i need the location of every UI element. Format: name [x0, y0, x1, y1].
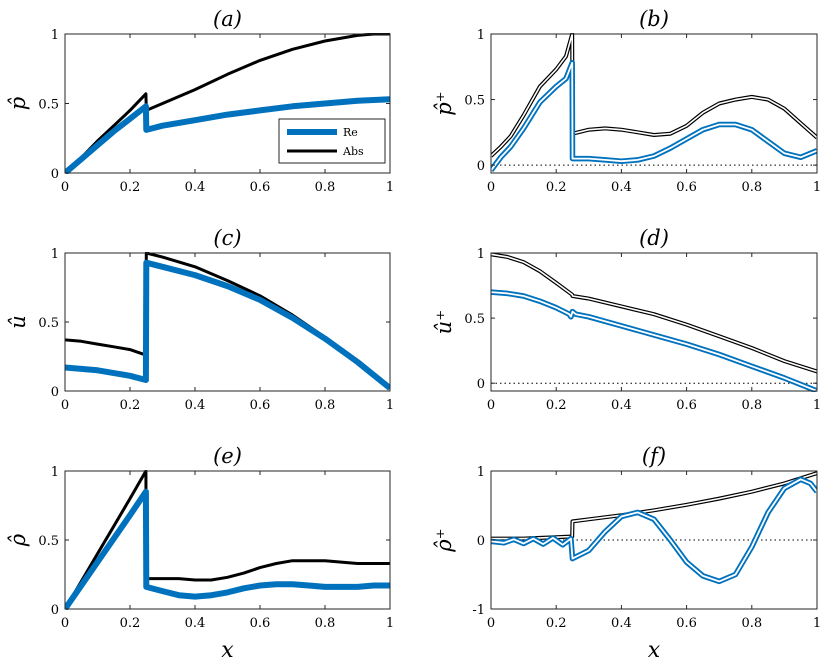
x-tick-label: 0.6	[250, 180, 271, 195]
x-axis-label: x	[221, 638, 234, 663]
x-tick-label: 0.4	[611, 398, 632, 413]
panel-title: (b)	[639, 7, 669, 31]
x-tick-label: 0.4	[185, 180, 206, 195]
x-tick-label: 0.4	[611, 616, 632, 631]
series-abs-line	[65, 33, 390, 174]
y-tick-label: 0.5	[464, 312, 485, 327]
panel-e: 0 0.2 0.4 0.6 0.8 1 0 0.5 1 (e) ρ̂ x	[6, 444, 394, 663]
x-tick-label: 0	[487, 180, 495, 195]
y-tick-label: 1	[51, 28, 59, 43]
x-tick-label: 1	[386, 616, 394, 631]
panel-b: 0 0.2 0.4 0.6 0.8 1 0 0.5 1 (b) p̂⁺	[432, 7, 821, 195]
series-group	[491, 33, 817, 173]
y-tick-label: 0	[51, 603, 59, 618]
y-axis-label: p̂	[6, 97, 30, 110]
x-tick-label: 1	[813, 398, 821, 413]
x-tick-label: 0.2	[120, 398, 141, 413]
x-tick-label: 1	[813, 180, 821, 195]
x-tick-label: 0.6	[676, 180, 697, 195]
x-tick-label: 0.2	[546, 398, 567, 413]
x-tick-label: 0.4	[611, 180, 632, 195]
y-tick-label: 0.5	[38, 534, 59, 549]
y-tick-label: 0.5	[38, 98, 59, 113]
legend-box	[278, 118, 386, 164]
x-tick-label: 0	[61, 616, 69, 631]
panel-f: 0 0.2 0.4 0.6 0.8 1-101(f)ρ̂⁺x	[432, 444, 821, 663]
x-tick-label: 0.2	[546, 180, 567, 195]
legend-label-abs: Abs	[342, 145, 364, 158]
series-re-line	[65, 259, 390, 391]
y-tick-label: 0	[477, 159, 485, 174]
y-axis-label: p̂⁺	[432, 91, 456, 116]
y-tick-label: -1	[472, 603, 485, 618]
y-tick-label: 0.5	[464, 94, 485, 109]
y-tick-label: 0	[477, 377, 485, 392]
plot-area	[65, 253, 390, 391]
y-tick-label: 0	[51, 167, 59, 182]
y-tick-label: 1	[477, 465, 485, 480]
x-tick-label: 0	[487, 398, 495, 413]
x-tick-label: 1	[386, 398, 394, 413]
series-re-line	[65, 488, 390, 610]
panel-title: (c)	[213, 226, 241, 250]
x-tick-label: 0.6	[676, 616, 697, 631]
y-tick-label: 1	[51, 465, 59, 480]
x-tick-label: 1	[386, 180, 394, 195]
panel-a: 0 0.2 0.4 0.6 0.8 1 0 0.5 1 (a) p̂ Re Abs	[6, 7, 394, 195]
x-tick-label: 0.8	[315, 616, 336, 631]
series-abs-line-inner	[491, 253, 817, 373]
x-axis-label: x	[648, 638, 661, 663]
y-axis-label: ρ̂	[6, 533, 30, 547]
legend-label-re: Re	[343, 126, 358, 139]
y-tick-label: 0.5	[38, 316, 59, 331]
y-tick-label: 1	[51, 247, 59, 262]
x-tick-label: 0.8	[315, 398, 336, 413]
series-group	[65, 33, 390, 174]
plot-area	[491, 34, 817, 173]
series-group	[491, 252, 817, 392]
y-tick-label: 0	[477, 534, 485, 549]
y-axis-label: û	[6, 315, 30, 329]
y-tick-label: 1	[477, 247, 485, 262]
y-tick-label: 0	[51, 385, 59, 400]
panel-d: 0 0.2 0.4 0.6 0.8 1 0 0.5 1 (d) û⁺	[432, 226, 821, 413]
legend: Re Abs	[278, 118, 386, 164]
x-tick-label: 0.6	[676, 398, 697, 413]
series-abs-line	[65, 470, 390, 610]
panel-title: (a)	[213, 7, 242, 31]
x-tick-label: 0.8	[315, 180, 336, 195]
y-axis-label: û⁺	[432, 310, 456, 335]
series-re-line	[65, 96, 390, 174]
series-abs-line-inner	[491, 33, 817, 157]
series-group	[491, 471, 817, 585]
x-tick-label: 0.4	[185, 616, 206, 631]
y-axis-label: ρ̂⁺	[432, 528, 456, 552]
panel-title: (d)	[639, 226, 669, 250]
x-tick-label: 0	[487, 616, 495, 631]
x-tick-label: 0.4	[185, 398, 206, 413]
x-tick-label: 0.8	[741, 398, 762, 413]
panel-title: (e)	[213, 444, 242, 468]
x-tick-label: 0.6	[250, 398, 271, 413]
series-re-line-inner	[491, 291, 817, 392]
panel-c: 0 0.2 0.4 0.6 0.8 1 0 0.5 1 (c) û	[6, 226, 394, 413]
axes-box	[490, 252, 818, 392]
x-tick-label: 0.2	[120, 616, 141, 631]
series-group	[65, 252, 390, 391]
series-group	[65, 470, 390, 610]
x-tick-label: 1	[813, 616, 821, 631]
x-tick-label: 0.8	[741, 616, 762, 631]
x-tick-label: 0	[61, 180, 69, 195]
x-tick-label: 0	[61, 398, 69, 413]
x-tick-label: 0.6	[250, 616, 271, 631]
axes-box	[490, 33, 818, 174]
x-tick-label: 0.2	[120, 180, 141, 195]
x-tick-label: 0.2	[546, 616, 567, 631]
series-re-line-inner	[491, 478, 817, 583]
x-tick-label: 0.8	[741, 180, 762, 195]
series-re-line-inner	[491, 61, 817, 171]
y-tick-label: 1	[477, 28, 485, 43]
panel-title: (f)	[642, 444, 666, 468]
